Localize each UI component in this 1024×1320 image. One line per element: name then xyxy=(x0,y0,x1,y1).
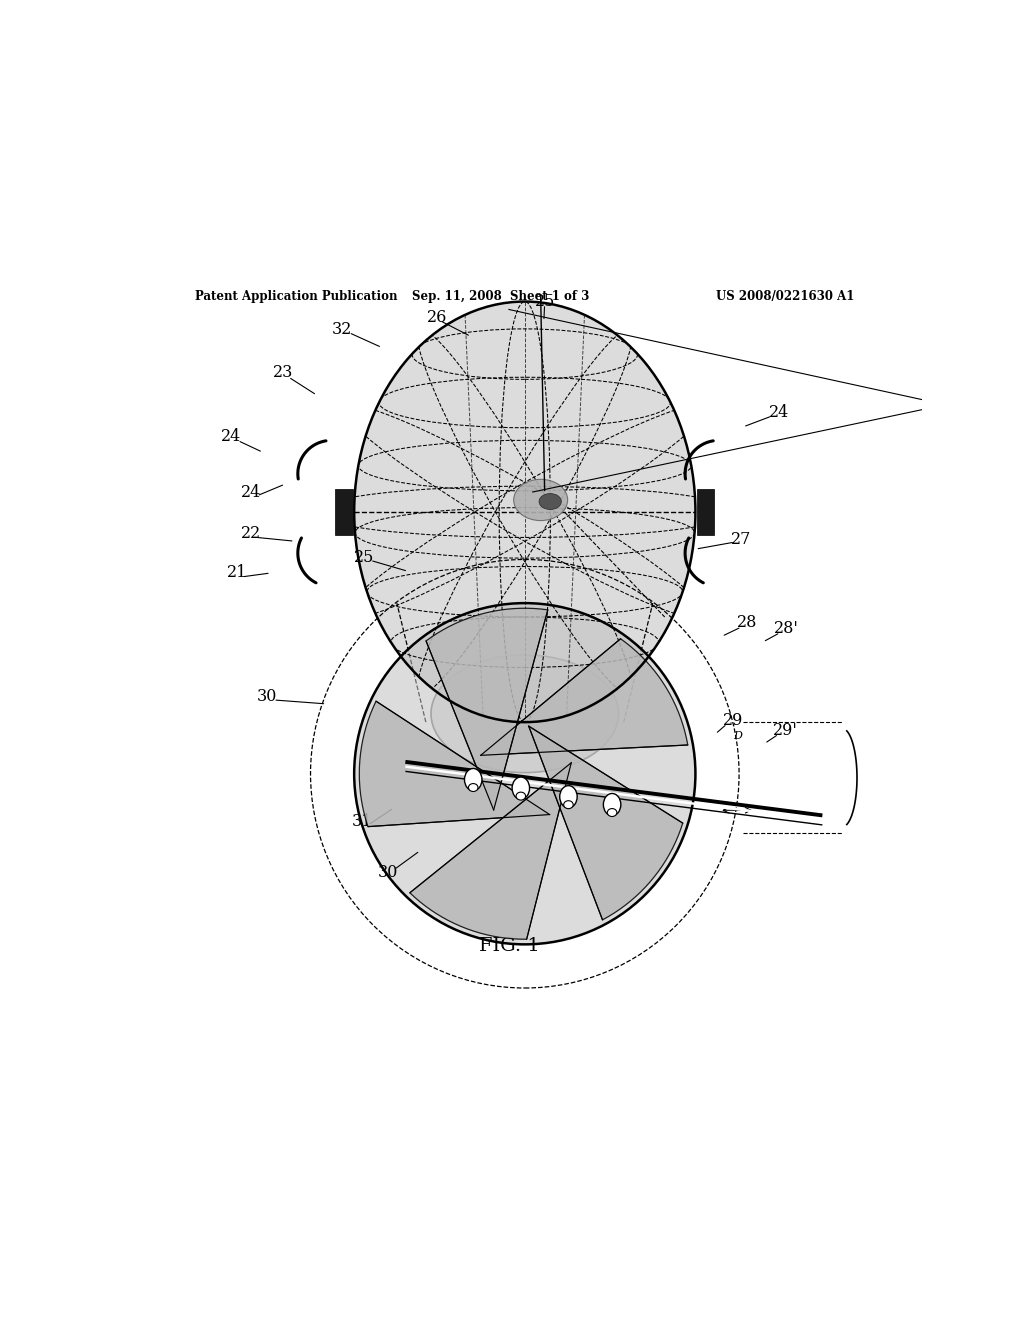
Ellipse shape xyxy=(354,301,695,722)
Polygon shape xyxy=(480,639,688,755)
Text: US 2008/0221630 A1: US 2008/0221630 A1 xyxy=(716,289,854,302)
Polygon shape xyxy=(426,609,548,810)
Text: 22: 22 xyxy=(241,525,261,541)
Polygon shape xyxy=(410,763,571,940)
Text: 24: 24 xyxy=(241,483,261,500)
Ellipse shape xyxy=(607,809,616,817)
Polygon shape xyxy=(528,726,683,920)
Text: 32: 32 xyxy=(332,321,352,338)
Ellipse shape xyxy=(560,785,578,808)
Ellipse shape xyxy=(516,792,525,800)
Ellipse shape xyxy=(465,768,482,791)
Polygon shape xyxy=(697,488,715,535)
Text: 27: 27 xyxy=(730,531,751,548)
Ellipse shape xyxy=(354,603,695,944)
Text: Patent Application Publication: Patent Application Publication xyxy=(196,289,398,302)
Text: 25: 25 xyxy=(354,549,375,565)
Text: 30: 30 xyxy=(377,865,397,882)
Text: 26: 26 xyxy=(427,309,447,326)
Text: 31: 31 xyxy=(352,813,373,830)
Text: 29: 29 xyxy=(723,711,742,729)
Ellipse shape xyxy=(512,777,529,800)
Text: 28': 28' xyxy=(774,620,799,638)
Ellipse shape xyxy=(563,801,573,809)
Ellipse shape xyxy=(431,655,618,772)
Text: 23: 23 xyxy=(272,364,293,381)
Text: 29': 29' xyxy=(773,722,798,739)
Text: 21: 21 xyxy=(227,565,248,581)
Text: 25: 25 xyxy=(535,293,555,310)
Text: Sep. 11, 2008  Sheet 1 of 3: Sep. 11, 2008 Sheet 1 of 3 xyxy=(413,289,590,302)
Text: 24: 24 xyxy=(769,404,788,421)
Text: 30: 30 xyxy=(257,688,278,705)
Ellipse shape xyxy=(539,494,561,510)
Ellipse shape xyxy=(603,793,621,816)
Ellipse shape xyxy=(514,479,567,520)
Text: D: D xyxy=(733,731,742,742)
Text: 24: 24 xyxy=(221,428,242,445)
Text: 28: 28 xyxy=(737,614,757,631)
Polygon shape xyxy=(335,488,352,535)
Ellipse shape xyxy=(468,784,478,792)
Polygon shape xyxy=(359,701,550,826)
Text: FIG. 1: FIG. 1 xyxy=(478,937,540,954)
